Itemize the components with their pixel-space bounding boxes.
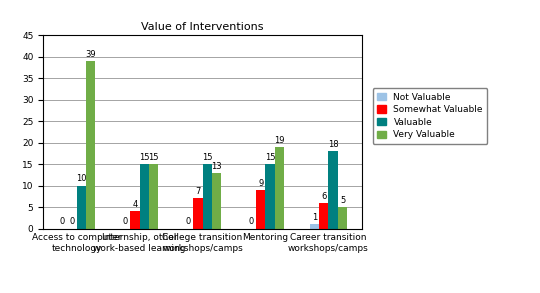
Text: 10: 10 <box>76 174 86 183</box>
Text: 0: 0 <box>69 217 75 226</box>
Text: 0: 0 <box>249 217 254 226</box>
Text: 1: 1 <box>312 213 317 222</box>
Text: 15: 15 <box>202 153 212 162</box>
Bar <box>256 190 266 229</box>
Bar <box>212 173 221 229</box>
Bar <box>139 164 149 229</box>
Text: 9: 9 <box>258 179 264 188</box>
Text: 13: 13 <box>211 161 222 171</box>
Legend: Not Valuable, Somewhat Valuable, Valuable, Very Valuable: Not Valuable, Somewhat Valuable, Valuabl… <box>373 88 488 144</box>
Text: 0: 0 <box>186 217 191 226</box>
Text: 5: 5 <box>340 196 345 205</box>
Text: 0: 0 <box>123 217 128 226</box>
Text: 6: 6 <box>321 192 326 201</box>
Text: 19: 19 <box>274 136 285 145</box>
Text: 15: 15 <box>148 153 159 162</box>
Bar <box>275 147 285 229</box>
Bar <box>309 224 319 229</box>
Title: Value of Interventions: Value of Interventions <box>141 22 264 32</box>
Text: 15: 15 <box>139 153 150 162</box>
Bar <box>149 164 158 229</box>
Text: 18: 18 <box>328 140 339 149</box>
Bar <box>130 211 139 229</box>
Text: 0: 0 <box>60 217 65 226</box>
Bar <box>86 61 96 229</box>
Bar <box>202 164 212 229</box>
Bar <box>77 185 86 229</box>
Bar <box>319 203 328 229</box>
Text: 15: 15 <box>265 153 275 162</box>
Bar <box>266 164 275 229</box>
Bar <box>328 151 338 229</box>
Bar <box>193 198 202 229</box>
Text: 4: 4 <box>132 200 138 209</box>
Text: 7: 7 <box>195 187 200 196</box>
Text: 39: 39 <box>85 50 96 59</box>
Bar <box>338 207 347 229</box>
